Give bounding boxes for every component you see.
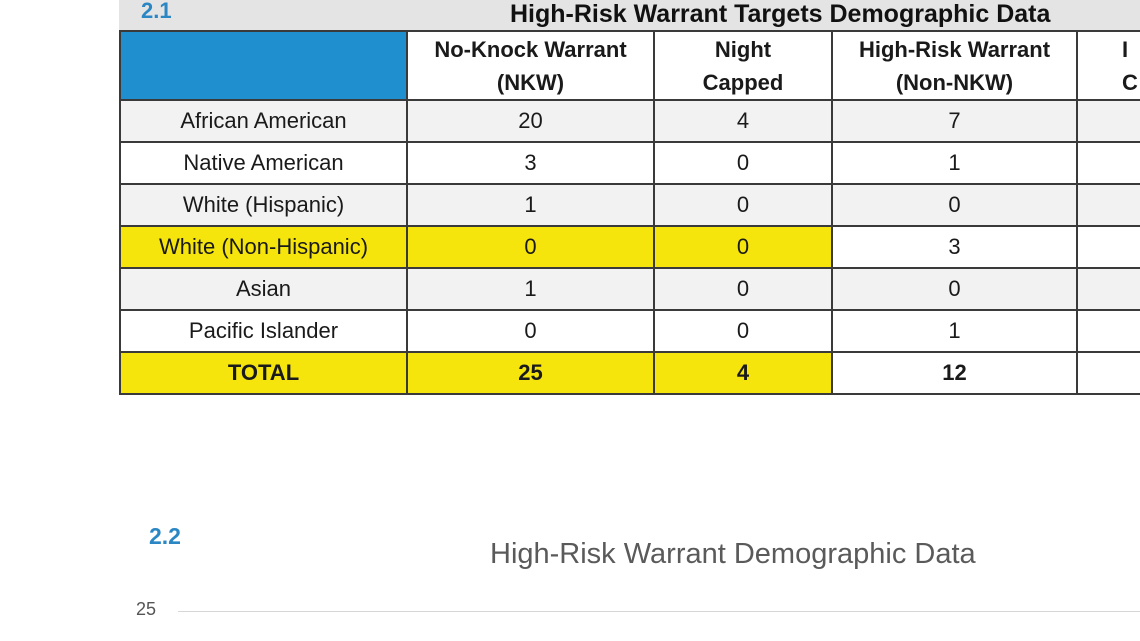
row-label: White (Non-Hispanic) bbox=[119, 225, 408, 269]
table-row: Asian 1 0 0 bbox=[119, 267, 1140, 311]
cell-nkw: 20 bbox=[406, 99, 655, 143]
row-label: African American bbox=[119, 99, 408, 143]
column-header-line: I bbox=[1122, 36, 1129, 62]
cell-night-capped: 0 bbox=[653, 309, 833, 353]
cell-high-risk: 7 bbox=[831, 99, 1078, 143]
section-header-strip bbox=[119, 0, 1140, 30]
column-header-line: Capped bbox=[702, 69, 784, 95]
section-number: 2.1 bbox=[141, 0, 172, 23]
cell-cut-off bbox=[1076, 351, 1140, 395]
table-total-row: TOTAL 25 4 12 bbox=[119, 351, 1140, 395]
column-header-high-risk: High-Risk Warrant (Non-NKW) bbox=[831, 30, 1078, 101]
cell-nkw: 0 bbox=[406, 309, 655, 353]
demographic-table: No-Knock Warrant (NKW) Night Capped High… bbox=[119, 30, 1140, 395]
cell-high-risk: 1 bbox=[831, 309, 1078, 353]
y-axis-tick-label: 25 bbox=[136, 599, 157, 619]
table-row: African American 20 4 7 bbox=[119, 99, 1140, 143]
column-header-night-capped: Night Capped bbox=[653, 30, 833, 101]
cell-high-risk: 12 bbox=[831, 351, 1078, 395]
chart-title: High-Risk Warrant Demographic Data bbox=[490, 538, 976, 570]
cell-high-risk: 0 bbox=[831, 183, 1078, 227]
column-header-line: Night bbox=[714, 36, 772, 62]
header-corner-cell bbox=[119, 30, 408, 101]
cell-cut-off bbox=[1076, 141, 1140, 185]
cell-night-capped: 0 bbox=[653, 141, 833, 185]
cell-night-capped: 4 bbox=[653, 351, 833, 395]
column-header-line: High-Risk Warrant bbox=[858, 36, 1051, 62]
cell-night-capped: 0 bbox=[653, 267, 833, 311]
cell-cut-off bbox=[1076, 183, 1140, 227]
table-title: High-Risk Warrant Targets Demographic Da… bbox=[510, 0, 1051, 28]
column-header-line: (Non-NKW) bbox=[895, 69, 1014, 95]
cell-nkw: 0 bbox=[406, 225, 655, 269]
chart-gridline bbox=[178, 611, 1140, 612]
row-label: Asian bbox=[119, 267, 408, 311]
cell-night-capped: 0 bbox=[653, 183, 833, 227]
column-header-cut-off: I C bbox=[1076, 30, 1140, 101]
cell-nkw: 1 bbox=[406, 267, 655, 311]
row-label: White (Hispanic) bbox=[119, 183, 408, 227]
cell-nkw: 25 bbox=[406, 351, 655, 395]
column-header-nkw: No-Knock Warrant (NKW) bbox=[406, 30, 655, 101]
cell-cut-off bbox=[1076, 225, 1140, 269]
table-row: White (Hispanic) 1 0 0 bbox=[119, 183, 1140, 227]
cell-night-capped: 0 bbox=[653, 225, 833, 269]
table-row-highlighted: White (Non-Hispanic) 0 0 3 bbox=[119, 225, 1140, 269]
column-header-line: (NKW) bbox=[496, 69, 565, 95]
table-header-row: No-Knock Warrant (NKW) Night Capped High… bbox=[119, 30, 1140, 101]
cell-cut-off bbox=[1076, 99, 1140, 143]
cell-nkw: 1 bbox=[406, 183, 655, 227]
cell-high-risk: 0 bbox=[831, 267, 1078, 311]
cell-high-risk: 3 bbox=[831, 225, 1078, 269]
row-label: Native American bbox=[119, 141, 408, 185]
cell-high-risk: 1 bbox=[831, 141, 1078, 185]
cell-cut-off bbox=[1076, 267, 1140, 311]
row-label: TOTAL bbox=[119, 351, 408, 395]
row-label: Pacific Islander bbox=[119, 309, 408, 353]
table-row: Pacific Islander 0 0 1 bbox=[119, 309, 1140, 353]
section-number: 2.2 bbox=[149, 523, 181, 549]
column-header-line: No-Knock Warrant bbox=[434, 36, 627, 62]
cell-cut-off bbox=[1076, 309, 1140, 353]
column-header-line: C bbox=[1122, 69, 1138, 95]
cell-nkw: 3 bbox=[406, 141, 655, 185]
table-row: Native American 3 0 1 bbox=[119, 141, 1140, 185]
cell-night-capped: 4 bbox=[653, 99, 833, 143]
